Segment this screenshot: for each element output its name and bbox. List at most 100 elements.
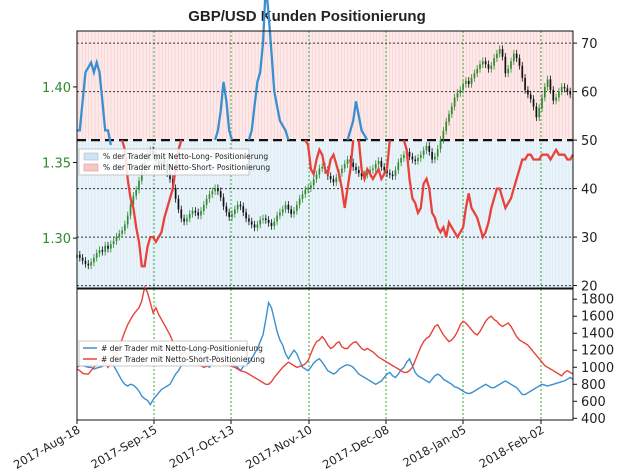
candle [78,250,81,262]
candle-body [121,230,123,234]
candle-body [566,88,569,92]
candle [293,207,295,218]
candle-body [476,68,479,74]
candle [380,157,383,171]
candle [346,155,349,168]
candle-body [428,145,431,152]
candle-body [236,204,239,210]
candle [419,151,422,162]
candle [183,214,185,226]
candle [549,75,552,94]
candle-body [194,210,197,213]
candle [462,80,464,94]
candle-body [107,245,109,249]
count-tick-label: 1600 [581,310,614,325]
candle [388,169,391,179]
net-long-percent-line [120,139,574,268]
candle [93,253,95,267]
candle-body [281,209,284,213]
candle-body [484,61,487,65]
candle [417,154,419,165]
candle-body [487,64,490,69]
percent-tick-label: 70 [581,37,598,52]
candle-body [180,209,183,219]
legend-label-net-long: % der Trader mit Netto-Long- Positionier… [103,152,268,161]
candle-body [259,219,262,225]
candle [341,164,343,177]
candle [569,87,572,99]
count-tick-label: 1800 [581,293,614,308]
candle-body [256,224,259,228]
candle-body [366,173,369,175]
candle [538,104,541,121]
candle [397,158,400,174]
price-tick-label: 1.35 [42,157,71,172]
legend-swatch-net-long [83,152,99,161]
candle [355,163,357,174]
candle [566,84,569,96]
candle-body [129,204,132,216]
candle [428,142,431,156]
candle [90,258,92,270]
candle [357,166,360,177]
candle [541,93,543,112]
candle-body [343,164,346,169]
candle [307,184,309,194]
candle-body [543,86,546,98]
candle [115,232,118,245]
candle [555,93,557,105]
candle-body [549,79,552,90]
candle-body [555,97,557,101]
candle-body [442,130,445,140]
candle-body [132,195,135,205]
candle-body [228,212,231,217]
candle [560,83,563,96]
candle-body [498,49,501,54]
candle [496,49,498,62]
candle [205,195,208,209]
count-tick-label: 1000 [581,361,614,376]
candle-body [456,92,459,98]
candle [335,173,338,186]
candle [87,260,90,270]
candle [219,187,222,202]
candle-body [527,89,529,95]
candle [372,164,374,174]
count-tick-label: 800 [581,378,606,393]
candle-body [205,198,208,205]
candle [532,95,535,111]
candle-body [138,180,140,190]
candle [425,142,428,155]
candle [470,74,473,88]
candle [191,207,194,218]
candle-body [465,80,467,84]
candle [276,211,278,226]
candle [442,126,445,144]
candle [81,253,84,265]
candle [200,207,202,220]
candle [445,117,448,135]
candle [298,195,301,209]
candle-body [270,222,273,227]
candle-body [321,167,324,169]
candle-body [188,213,191,219]
legend-label-long-count: # der Trader mit Netto-Long-Positionieru… [101,344,263,353]
candle-body [197,212,200,216]
candle [507,65,510,78]
candle-body [414,159,417,162]
net-short-count-line [76,285,574,385]
candle [208,190,211,203]
candle [138,176,140,194]
candle [408,148,411,161]
candle [329,172,332,183]
candle-body [422,150,425,155]
candle [422,146,425,159]
candle-body [211,191,214,195]
candle-body [78,254,81,258]
candle-body [214,188,216,192]
candle [332,175,335,186]
candle-body [112,241,115,245]
candle-body [425,145,428,151]
candle-body [386,170,388,174]
candle [527,86,529,99]
